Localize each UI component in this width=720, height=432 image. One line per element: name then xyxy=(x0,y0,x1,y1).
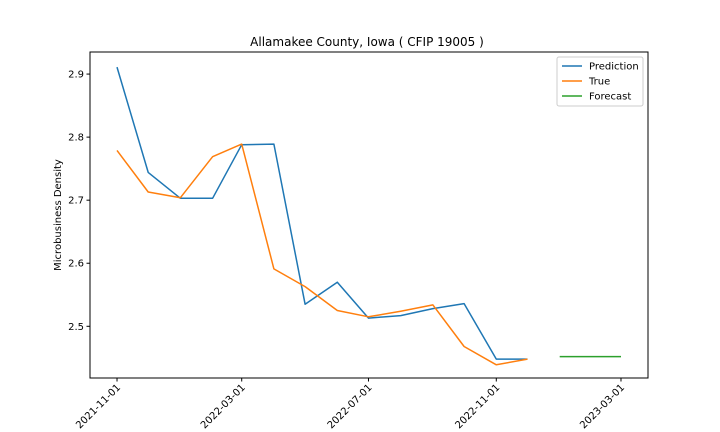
legend-label-prediction: Prediction xyxy=(589,62,639,73)
series-line-prediction xyxy=(116,66,528,360)
plot-frame xyxy=(89,51,649,379)
legend-box xyxy=(556,56,644,107)
series-layer xyxy=(116,66,621,366)
y-tick-label: 2.5 xyxy=(68,322,84,333)
legend-label-forecast: Forecast xyxy=(589,92,631,103)
y-tick-label: 2.8 xyxy=(68,133,84,144)
y-tick-label: 2.9 xyxy=(68,70,84,81)
y-axis-label: Microbusiness Density xyxy=(53,159,64,271)
legend-label-true: True xyxy=(588,77,610,88)
legend: Prediction True Forecast xyxy=(556,56,644,107)
y-tick-label: 2.6 xyxy=(68,259,84,270)
y-tick-label: 2.7 xyxy=(68,196,84,207)
series-line-true xyxy=(116,143,528,366)
chart-title: Allamakee County, Iowa ( CFIP 19005 ) xyxy=(250,35,484,49)
